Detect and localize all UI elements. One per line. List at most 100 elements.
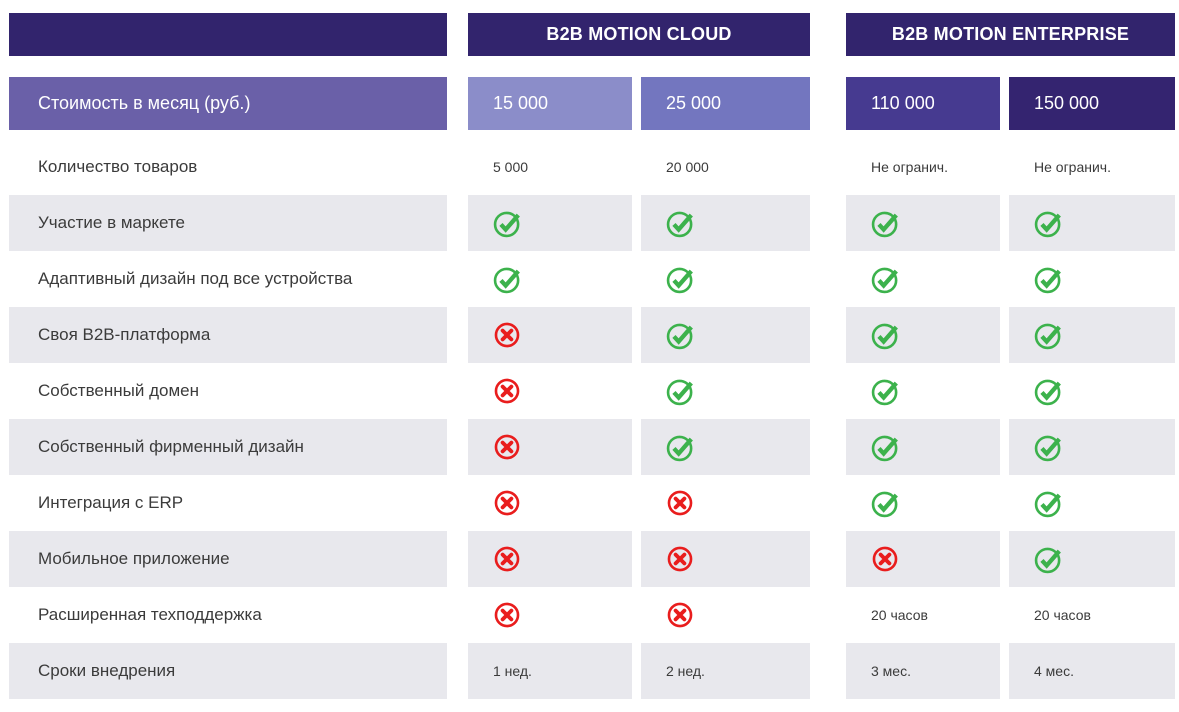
feature-label: Расширенная техподдержка [38, 605, 262, 624]
check-icon [666, 211, 693, 238]
feature-value-cell [1009, 307, 1175, 363]
check-icon [493, 211, 520, 238]
feature-value-cell: Не огранич. [871, 159, 948, 175]
cross-icon [872, 546, 898, 572]
feature-row: Собственный домен [9, 363, 1179, 419]
check-icon [871, 379, 898, 406]
check-icon [666, 323, 693, 350]
feature-value-cell: 1 нед. [468, 643, 632, 699]
feature-row: Адаптивный дизайн под все устройства [9, 251, 1179, 307]
price-row-label: Стоимость в месяц (руб.) [9, 77, 447, 130]
price-tier-4: 150 000 [1009, 77, 1175, 130]
feature-value-cell [641, 195, 810, 251]
feature-label: Мобильное приложение [9, 531, 447, 587]
group-header-enterprise: B2B MOTION ENTERPRISE [846, 13, 1175, 56]
cross-icon [494, 434, 520, 460]
check-icon [1034, 323, 1061, 350]
cross-icon [667, 546, 693, 572]
feature-value-cell [846, 363, 1000, 419]
feature-value-cell [641, 307, 810, 363]
feature-value-cell [468, 363, 632, 419]
check-icon [1034, 547, 1061, 574]
cross-icon [494, 322, 520, 348]
feature-value-cell [468, 419, 632, 475]
price-tier-3: 110 000 [846, 77, 1000, 130]
feature-row: Участие в маркете [9, 195, 1179, 251]
feature-value-cell: 20 000 [666, 159, 709, 175]
check-icon [1034, 379, 1061, 406]
feature-label: Адаптивный дизайн под все устройства [38, 269, 353, 288]
feature-value-cell: 20 часов [871, 607, 928, 623]
feature-value-cell [468, 531, 632, 587]
feature-value-cell [468, 195, 632, 251]
feature-value-cell [641, 475, 810, 531]
feature-value-cell [846, 419, 1000, 475]
check-icon [666, 267, 693, 294]
cross-icon [494, 602, 520, 628]
feature-label: Интеграция с ERP [38, 493, 184, 512]
feature-row: Количество товаров 5 000 20 000 Не огран… [9, 139, 1179, 195]
cross-icon [494, 378, 520, 404]
feature-label: Собственный фирменный дизайн [9, 419, 447, 475]
feature-row: Сроки внедрения 1 нед. 2 нед. 3 мес. 4 м… [9, 643, 1179, 699]
feature-label: Участие в маркете [9, 195, 447, 251]
feature-value-cell [468, 587, 632, 643]
check-icon [871, 435, 898, 462]
price-tier-1: 15 000 [468, 77, 632, 130]
feature-value-cell [1009, 419, 1175, 475]
feature-value-cell [641, 587, 810, 643]
feature-value-cell [846, 307, 1000, 363]
header-row: B2B MOTION CLOUD B2B MOTION ENTERPRISE [9, 13, 1179, 56]
feature-label: Собственный домен [38, 381, 199, 400]
feature-value-cell: 5 000 [493, 159, 529, 175]
check-icon [871, 491, 898, 518]
feature-value-cell [1009, 195, 1175, 251]
feature-row: Интеграция с ERP [9, 475, 1179, 531]
feature-label: Сроки внедрения [9, 643, 447, 699]
feature-value-cell [468, 475, 632, 531]
feature-value-cell [641, 419, 810, 475]
check-icon [871, 267, 898, 294]
feature-row: Своя B2B-платформа [9, 307, 1179, 363]
feature-value-cell: 2 нед. [641, 643, 810, 699]
feature-value-cell [468, 251, 632, 307]
feature-value-cell [846, 251, 1000, 307]
feature-value-cell: 3 мес. [846, 643, 1000, 699]
feature-row: Собственный фирменный дизайн [9, 419, 1179, 475]
feature-value-cell [1009, 531, 1175, 587]
check-icon [1034, 491, 1061, 518]
feature-value-cell [846, 531, 1000, 587]
feature-value-cell [1009, 475, 1175, 531]
header-corner-block [9, 13, 447, 56]
feature-label: Количество товаров [38, 157, 198, 176]
group-header-cloud: B2B MOTION CLOUD [468, 13, 810, 56]
feature-value-cell [468, 307, 632, 363]
feature-value-cell: 20 часов [1034, 607, 1091, 623]
feature-value-cell [641, 531, 810, 587]
cross-icon [667, 490, 693, 516]
check-icon [871, 211, 898, 238]
cross-icon [494, 546, 520, 572]
price-row: Стоимость в месяц (руб.) 15 000 25 000 1… [9, 77, 1179, 130]
feature-row: Мобильное приложение [9, 531, 1179, 587]
feature-value-cell: Не огранич. [1034, 159, 1111, 175]
feature-value-cell [641, 251, 810, 307]
feature-label: Своя B2B-платформа [9, 307, 447, 363]
feature-value-cell [1009, 251, 1175, 307]
check-icon [666, 379, 693, 406]
check-icon [1034, 267, 1061, 294]
cross-icon [494, 490, 520, 516]
cross-icon [667, 602, 693, 628]
feature-value-cell [1009, 363, 1175, 419]
feature-rows: Количество товаров 5 000 20 000 Не огран… [9, 139, 1179, 699]
feature-value-cell: 4 мес. [1009, 643, 1175, 699]
price-tier-2: 25 000 [641, 77, 810, 130]
check-icon [666, 435, 693, 462]
feature-value-cell [641, 363, 810, 419]
check-icon [493, 267, 520, 294]
feature-value-cell [846, 195, 1000, 251]
check-icon [871, 323, 898, 350]
feature-row: Расширенная техподдержка 20 часов 20 час… [9, 587, 1179, 643]
check-icon [1034, 435, 1061, 462]
